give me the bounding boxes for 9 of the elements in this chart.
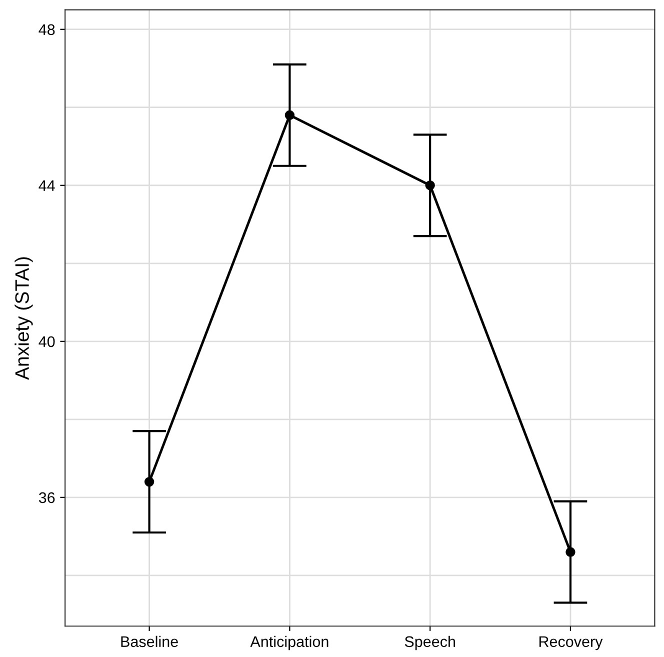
y-axis-title: Anxiety (STAI) bbox=[14, 257, 33, 380]
y-tick-label: 36 bbox=[38, 492, 55, 504]
y-tick-label: 44 bbox=[38, 180, 55, 191]
x-tick-label: Anticipation bbox=[250, 636, 328, 650]
y-tick-label: 48 bbox=[38, 24, 55, 36]
x-tick-label: Speech bbox=[404, 636, 455, 650]
y-tick-label: 40 bbox=[38, 336, 55, 348]
x-tick-label: Recovery bbox=[539, 636, 603, 650]
x-tick-label: Baseline bbox=[121, 636, 178, 648]
